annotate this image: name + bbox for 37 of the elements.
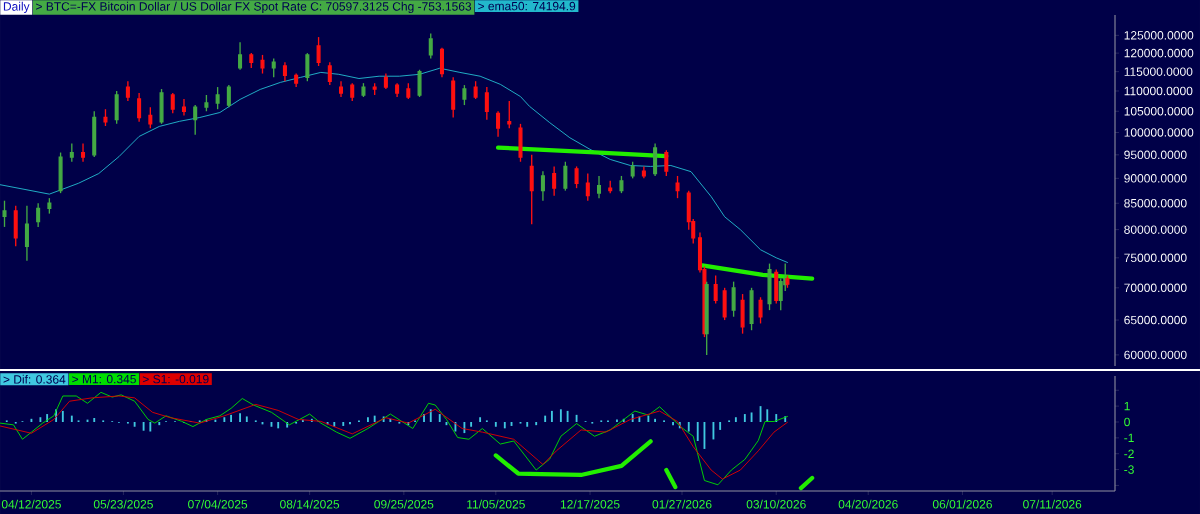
y-tick-label: 120000.0000	[1124, 48, 1194, 58]
x-tick-label: 03/10/2026	[746, 499, 806, 509]
x-tick-label: 05/23/2025	[93, 499, 153, 509]
x-tick-label: 09/25/2025	[374, 499, 434, 509]
x-tick-label: 12/17/2025	[560, 499, 620, 509]
y-tick-label: -1	[1124, 433, 1134, 442]
x-tick-label: 08/14/2025	[280, 499, 340, 509]
y-tick-label: 90000.0000	[1124, 174, 1187, 183]
series-label: > S1: -0.019	[142, 374, 209, 384]
y-tick-label: 125000.0000	[1124, 31, 1194, 40]
y-tick-label: 105000.0000	[1124, 107, 1194, 116]
x-tick-label: 01/27/2026	[652, 499, 712, 509]
x-tick-label: 06/01/2026	[932, 499, 992, 509]
y-tick-label: 100000.0000	[1124, 128, 1194, 137]
chart-title: Daily	[3, 1, 30, 14]
y-tick-label: 1	[1124, 402, 1130, 411]
y-tick-label: 95000.0000	[1124, 150, 1187, 160]
y-tick-label: 80000.0000	[1124, 225, 1187, 234]
y-tick-label: -3	[1124, 465, 1134, 474]
x-tick-label: 07/04/2025	[188, 499, 248, 509]
x-tick-label: 04/20/2026	[838, 499, 898, 509]
y-tick-label: 85000.0000	[1124, 199, 1187, 208]
y-tick-label: -2	[1124, 449, 1134, 458]
y-tick-label: 70000.0000	[1124, 283, 1187, 293]
series-label: > M1: 0.345	[72, 374, 136, 384]
y-tick-label: 65000.0000	[1124, 315, 1187, 325]
x-tick-label: 07/11/2026	[1023, 499, 1082, 509]
text: > ema50: 74194.9	[478, 1, 576, 11]
y-tick-label: 0	[1124, 417, 1130, 427]
y-tick-label: 75000.0000	[1124, 253, 1187, 263]
x-tick-label: 11/05/2025	[467, 499, 525, 509]
text: > BTC=-FX Bitcoin Dollar / US Dollar FX Spot Rate C: 70597.3125 Chg -753.1563	[36, 1, 472, 14]
y-tick-label: 60000.0000	[1124, 350, 1187, 360]
x-tick-label: 04/12/2025	[1, 499, 61, 509]
text: > Dif: 0.364	[3, 374, 66, 384]
y-tick-label: 115000.0000	[1124, 67, 1193, 76]
y-tick-label: 110000.0000	[1124, 86, 1193, 96]
